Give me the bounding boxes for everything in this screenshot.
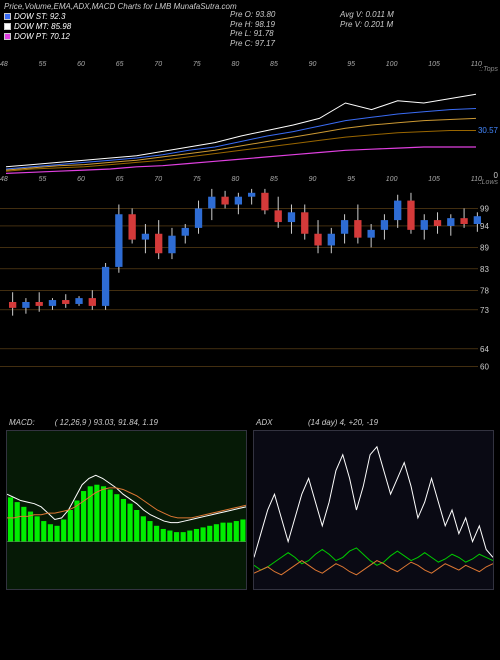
price-label: 30.57 [478, 126, 498, 135]
tops-label: ::Tops [479, 66, 498, 73]
candle-svg: 99 94 89 83 78 73 64 60 [0, 185, 500, 380]
svg-text:64: 64 [480, 345, 489, 354]
chart-title: Price,Volume,EMA,ADX,MACD Charts for LMB… [4, 2, 237, 11]
svg-text:94: 94 [480, 222, 489, 231]
svg-text:99: 99 [480, 204, 489, 213]
adx-svg [254, 431, 493, 589]
svg-text:89: 89 [480, 243, 489, 252]
adx-panel: ADX (14 day) 4, +20, -19 [253, 430, 494, 590]
volume-stats: Avg V: 0.011 MPre V: 0.201 M [340, 10, 394, 29]
svg-text:83: 83 [480, 265, 489, 274]
ohlc-stats: Pre O: 93.80Pre H: 98.19Pre L: 91.78Pre … [230, 10, 275, 48]
legend-block: DOW ST: 92.3DOW MT: 85.98DOW PT: 70.12 [4, 12, 71, 42]
svg-text:60: 60 [480, 362, 489, 371]
svg-text:78: 78 [480, 286, 489, 295]
indicator-row: MACD: ( 12,26,9 ) 93.03, 91.84, 1.19 ADX… [0, 430, 500, 590]
ema-panel: ::Tops 48556065707580859095100105110 30.… [0, 70, 500, 180]
candle-panel: 48556065707580859095100105110 9994898378… [0, 185, 500, 380]
macd-title: MACD: ( 12,26,9 ) 93.03, 91.84, 1.19 [9, 418, 158, 427]
macd-panel: MACD: ( 12,26,9 ) 93.03, 91.84, 1.19 [6, 430, 247, 590]
macd-svg [7, 431, 246, 589]
adx-title: ADX (14 day) 4, +20, -19 [256, 418, 378, 427]
ema-svg [0, 70, 485, 180]
svg-text:73: 73 [480, 306, 489, 315]
